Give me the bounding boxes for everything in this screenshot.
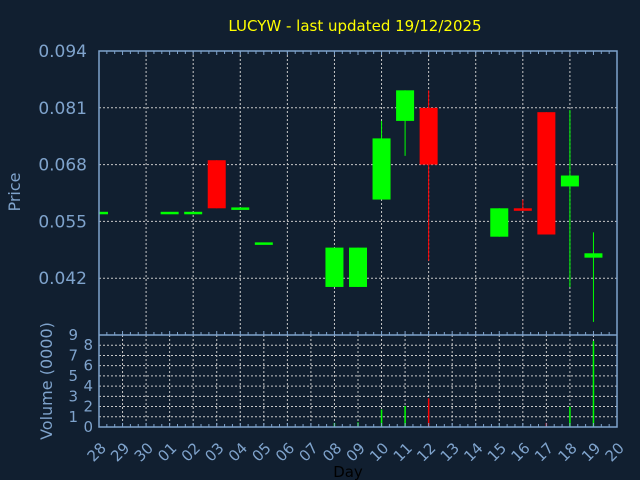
volume-bar: [427, 398, 430, 427]
candle-body: [419, 107, 438, 165]
candle-body: [160, 211, 179, 215]
x-tick-label: 29: [107, 439, 133, 465]
volume-tick-label: 5: [68, 367, 78, 385]
x-tick-label: 12: [413, 439, 439, 465]
volume-bar: [404, 406, 406, 427]
x-tick-label: 02: [178, 439, 204, 465]
x-tick-label: 20: [602, 439, 628, 465]
x-tick-label: 07: [296, 439, 322, 465]
x-tick-label: 03: [201, 439, 227, 465]
candle-body: [254, 242, 273, 245]
x-tick-label: 17: [531, 439, 557, 465]
marks: [99, 90, 603, 427]
x-tick-label: 15: [484, 439, 510, 465]
candle-body: [396, 90, 415, 121]
volume-tick-label: 1: [68, 408, 78, 426]
x-tick-label: 08: [319, 439, 345, 465]
x-tick-label: 14: [460, 439, 486, 465]
x-tick-label: 19: [578, 439, 604, 465]
volume-tick-label: 3: [68, 387, 78, 405]
candle-body: [207, 160, 226, 209]
x-tick-label: 11: [390, 439, 416, 465]
y-tick-label: 0.055: [38, 212, 87, 232]
y-tick-label: 0.094: [38, 42, 87, 62]
x-tick-label: 10: [366, 439, 392, 465]
volume-bar: [569, 406, 571, 427]
x-tick-label: 30: [131, 439, 157, 465]
candle-body: [325, 247, 344, 287]
x-tick-label: 06: [272, 439, 298, 465]
plot-frame: [98, 50, 618, 428]
candle-body: [372, 138, 391, 200]
candle-body: [560, 175, 579, 187]
x-tick-label: 01: [154, 439, 180, 465]
volume-tick-label: 9: [68, 326, 78, 344]
candle-body: [584, 253, 603, 258]
x-tick-label: 13: [437, 439, 463, 465]
x-tick-label: 09: [343, 439, 369, 465]
volume-axis-label: Volume (0000): [37, 322, 56, 440]
chart-title: LUCYW - last updated 19/12/2025: [228, 17, 481, 35]
x-tick-label: 28: [84, 439, 110, 465]
axes: [98, 50, 618, 428]
x-tick-label: 04: [225, 439, 251, 465]
x-tick-label: 16: [507, 439, 533, 465]
volume-tick-label: 0: [83, 418, 93, 436]
x-axis-label: Day: [333, 463, 363, 480]
volume-tick-label: 2: [83, 398, 93, 416]
grid: [99, 51, 617, 427]
y-tick-label: 0.068: [38, 156, 87, 176]
volume-bar: [592, 341, 595, 427]
volume-tick-label: 7: [68, 346, 78, 364]
candles: [99, 90, 603, 322]
volume-tick-label: 4: [83, 377, 93, 395]
candle-body: [513, 208, 532, 211]
y-tick-label: 0.081: [38, 99, 87, 119]
volume-tick-label: 8: [83, 336, 93, 354]
candle-body: [349, 247, 367, 287]
candle-body: [231, 207, 250, 210]
volume-bar: [380, 409, 383, 427]
x-tick-label: 05: [248, 439, 274, 465]
x-tick-label: 18: [555, 439, 581, 465]
candle-body: [184, 211, 203, 215]
candle-body: [490, 208, 509, 237]
y-axis-label: Price: [5, 172, 24, 211]
candle-body: [99, 211, 108, 215]
candle-body: [537, 112, 556, 235]
volume-tick-label: 6: [83, 357, 93, 375]
y-tick-label: 0.042: [38, 269, 87, 289]
